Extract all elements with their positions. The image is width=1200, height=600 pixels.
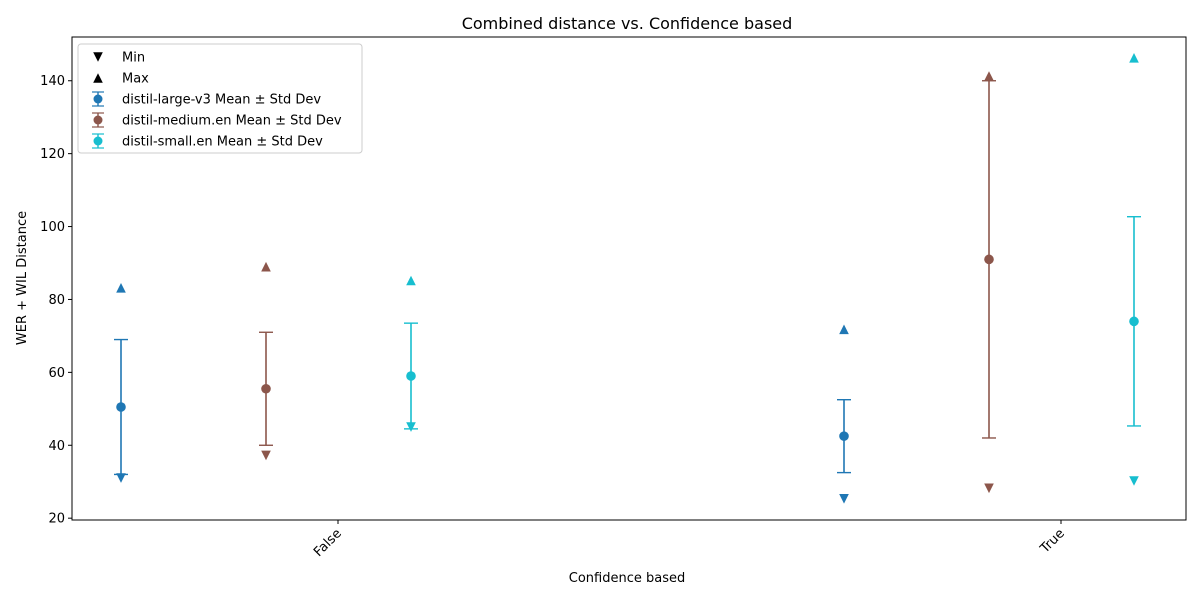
min-marker [406, 422, 416, 432]
series-distil-large-v3 [114, 282, 851, 504]
legend-point-icon [93, 136, 103, 146]
legend-entry: distil-large-v3 Mean ± Std Dev [92, 91, 321, 108]
y-tick-label: 100 [40, 220, 65, 235]
legend-label: distil-large-v3 Mean ± Std Dev [122, 93, 321, 108]
y-tick-label: 60 [48, 366, 65, 381]
mean-point [839, 431, 849, 441]
mean-point [1129, 316, 1139, 327]
legend-entry: distil-medium.en Mean ± Std Dev [92, 112, 342, 129]
legend-entry: Max [93, 72, 149, 87]
max-marker [116, 282, 126, 293]
plot-area-frame [71, 36, 1187, 521]
min-marker [984, 483, 994, 494]
legend-entry: distil-small.en Mean ± Std Dev [92, 133, 323, 150]
series-distil-medium.en [259, 71, 996, 494]
legend-max-icon [93, 73, 103, 83]
min-marker [1129, 476, 1139, 486]
max-marker [1129, 52, 1139, 63]
max-marker [406, 275, 416, 286]
legend-entry: Min [93, 51, 145, 66]
min-marker [116, 473, 126, 483]
y-tick-label: 40 [48, 439, 65, 454]
mean-point [406, 371, 416, 381]
legend-label: Min [122, 51, 145, 66]
legend-label: Max [122, 72, 149, 87]
legend-label: distil-small.en Mean ± Std Dev [122, 135, 323, 150]
legend-point-icon [93, 115, 103, 125]
x-axis-label: Confidence based [569, 571, 685, 586]
legend-min-icon [93, 52, 103, 62]
y-tick-label: 20 [48, 512, 65, 527]
mean-point [261, 383, 271, 394]
max-marker [984, 71, 994, 81]
mean-point [984, 254, 994, 265]
min-marker [839, 494, 849, 504]
y-tick-label: 140 [40, 74, 65, 89]
legend-label: distil-medium.en Mean ± Std Dev [122, 114, 342, 129]
min-marker [261, 450, 271, 461]
legend: Min Max distil-large-v3 Mean ± Std Dev dist… [77, 43, 363, 154]
max-marker [261, 261, 271, 272]
legend-box [77, 43, 363, 154]
y-axis: 20 40 60 80 100 120 140 [40, 74, 72, 527]
y-tick-label: 120 [40, 147, 65, 162]
chart-title: Combined distance vs. Confidence based [462, 14, 793, 33]
max-marker [839, 324, 849, 335]
series-distil-small.en [404, 52, 1141, 486]
y-tick-label: 80 [48, 293, 65, 308]
mean-point [116, 402, 126, 412]
legend-point-icon [93, 94, 103, 104]
y-axis-label: WER + WIL Distance [15, 211, 30, 345]
chart-marks [114, 52, 1141, 504]
